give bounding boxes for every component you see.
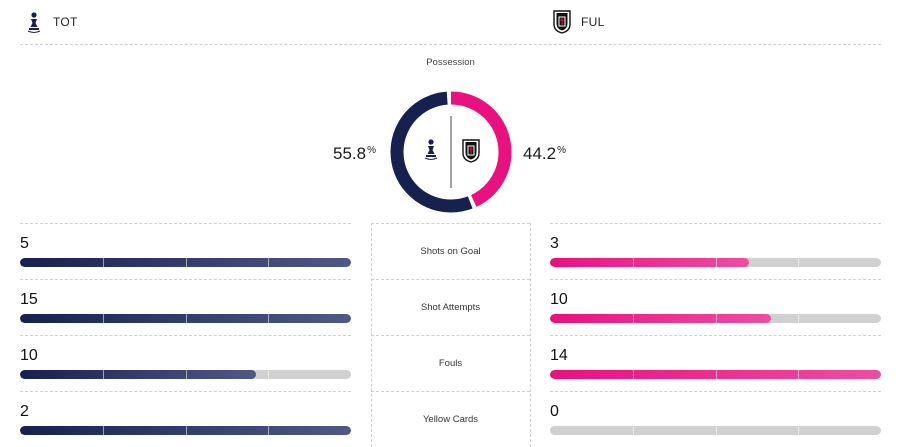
bar-segment-divider (268, 314, 270, 323)
away-stat-bar (550, 314, 771, 323)
home-stat: 15 (20, 279, 351, 335)
fulham-crest-icon (462, 139, 480, 163)
home-team[interactable]: TOT (25, 9, 78, 35)
bar-segment-divider (798, 258, 800, 267)
away-team[interactable]: FUL (553, 9, 605, 35)
away-possession-value: 44.2% (523, 141, 566, 164)
home-stat-value: 15 (20, 291, 38, 308)
bar-segment-divider (798, 370, 800, 379)
stat-row: 15 Shot Attempts 10 (20, 279, 881, 335)
bar-segment-divider (185, 370, 187, 379)
away-stat-value: 10 (550, 291, 568, 308)
away-stat-track (550, 258, 881, 267)
bar-segment-divider (715, 370, 717, 379)
home-stat-track (20, 258, 351, 267)
home-possession-unit: % (367, 145, 376, 156)
bar-segment-divider (185, 426, 187, 435)
possession-title: Possession (426, 57, 475, 68)
stat-label: Fouls (371, 335, 530, 391)
bar-segment-divider (185, 258, 187, 267)
bar-segment-divider (632, 370, 634, 379)
bar-segment-divider (715, 314, 717, 323)
possession-arc-away (390, 91, 512, 213)
bar-segment-divider (798, 314, 800, 323)
possession-donut (390, 91, 512, 213)
bar-segment-divider (268, 258, 270, 267)
bar-segment-divider (102, 370, 104, 379)
home-team-abbr: TOT (53, 15, 78, 29)
bar-segment-divider (102, 314, 104, 323)
bar-segment-divider (102, 258, 104, 267)
home-possession-number: 55.8 (333, 144, 367, 163)
away-stat: 3 (550, 223, 881, 279)
home-stat-bar (20, 370, 257, 379)
match-header: TOT FUL (20, 0, 881, 45)
stats-divider-right (530, 223, 531, 447)
away-possession-unit: % (557, 145, 566, 156)
stat-row: 5 Shots on Goal 3 (20, 223, 881, 279)
away-stat-track (550, 314, 881, 323)
home-possession-value: 55.8% (333, 141, 376, 164)
home-stat-value: 5 (20, 235, 29, 252)
bar-segment-divider (268, 370, 270, 379)
away-stat-track (550, 370, 881, 379)
bar-segment-divider (632, 314, 634, 323)
home-stat-value: 2 (20, 403, 29, 420)
stat-label: Shots on Goal (371, 223, 530, 279)
bar-segment-divider (185, 314, 187, 323)
away-stat-bar (550, 258, 749, 267)
stat-row: 2 Yellow Cards 0 (20, 391, 881, 447)
stat-row: 10 Fouls 14 (20, 335, 881, 391)
bar-segment-divider (102, 426, 104, 435)
fulham-crest-icon (553, 10, 571, 34)
away-stat-value: 3 (550, 235, 559, 252)
bar-segment-divider (632, 258, 634, 267)
bar-segment-divider (715, 426, 717, 435)
away-stat: 0 (550, 391, 881, 447)
away-team-abbr: FUL (581, 15, 605, 29)
away-possession-number: 44.2 (523, 144, 557, 163)
tottenham-crest-icon (27, 12, 41, 33)
away-stat-track (550, 426, 881, 435)
bar-segment-divider (632, 426, 634, 435)
bar-segment-divider (715, 258, 717, 267)
home-stat-value: 10 (20, 347, 38, 364)
stat-label: Shot Attempts (371, 279, 530, 335)
away-stat-value: 0 (550, 403, 559, 420)
home-stat: 2 (20, 391, 351, 447)
away-stat: 10 (550, 279, 881, 335)
bar-segment-divider (798, 426, 800, 435)
home-stat: 5 (20, 223, 351, 279)
stat-label: Yellow Cards (371, 391, 530, 447)
home-stat-track (20, 370, 351, 379)
home-stat-track (20, 426, 351, 435)
away-stat: 14 (550, 335, 881, 391)
home-stat: 10 (20, 335, 351, 391)
home-stat-track (20, 314, 351, 323)
stats-table: 5 Shots on Goal 3 15 Shot Attempts 10 10 Fouls 1… (20, 223, 881, 447)
tottenham-crest-icon (424, 139, 438, 160)
away-stat-value: 14 (550, 347, 568, 364)
bar-segment-divider (268, 426, 270, 435)
